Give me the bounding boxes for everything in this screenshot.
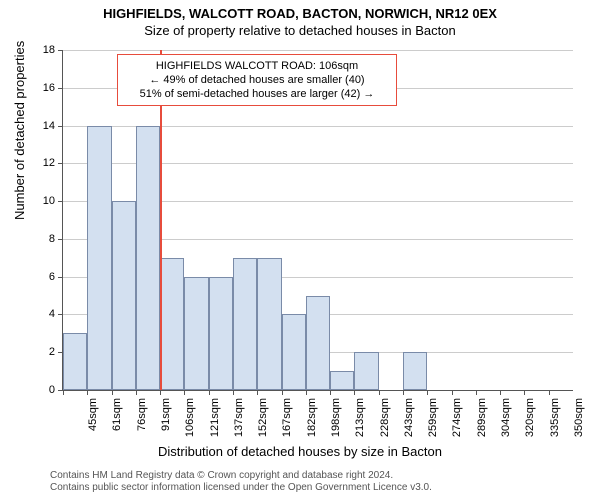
y-tick-mark (58, 239, 63, 240)
grid-line (63, 50, 573, 51)
x-tick-label: 304sqm (500, 398, 512, 446)
y-tick-label: 16 (37, 83, 55, 94)
y-tick-mark (58, 88, 63, 89)
y-axis-label: Number of detached properties (12, 41, 27, 220)
histogram-bar (160, 258, 184, 390)
x-tick-mark (282, 390, 283, 395)
x-tick-mark (476, 390, 477, 395)
x-tick-label: 152sqm (257, 398, 269, 446)
x-axis-label: Distribution of detached houses by size … (30, 444, 570, 459)
y-tick-mark (58, 50, 63, 51)
x-tick-mark (233, 390, 234, 395)
x-tick-label: 198sqm (330, 398, 342, 446)
histogram-bar (354, 352, 378, 390)
x-tick-mark (87, 390, 88, 395)
histogram-bar (184, 277, 208, 390)
footer-line-2: Contains public sector information licen… (50, 482, 432, 494)
footer-text: Contains HM Land Registry data © Crown c… (50, 470, 432, 494)
x-tick-mark (452, 390, 453, 395)
y-tick-mark (58, 201, 63, 202)
x-tick-label: 228sqm (379, 398, 391, 446)
histogram-bar (136, 126, 160, 390)
x-tick-label: 121sqm (209, 398, 221, 446)
histogram-bar (330, 371, 354, 390)
chart-title-sub: Size of property relative to detached ho… (0, 21, 600, 38)
x-tick-mark (427, 390, 428, 395)
annotation-box: HIGHFIELDS WALCOTT ROAD: 106sqm ← 49% of… (117, 54, 397, 106)
x-tick-label: 213sqm (354, 398, 366, 446)
y-tick-mark (58, 163, 63, 164)
x-tick-mark (549, 390, 550, 395)
histogram-bar (87, 126, 111, 390)
y-tick-label: 4 (37, 309, 55, 320)
histogram-bar (63, 333, 87, 390)
x-tick-mark (354, 390, 355, 395)
x-tick-label: 91sqm (160, 398, 172, 446)
y-tick-label: 2 (37, 347, 55, 358)
y-tick-label: 14 (37, 121, 55, 132)
footer-line-1: Contains HM Land Registry data © Crown c… (50, 470, 432, 482)
x-tick-mark (330, 390, 331, 395)
annotation-line-2: ← 49% of detached houses are smaller (40… (124, 73, 390, 87)
x-tick-mark (524, 390, 525, 395)
x-tick-label: 167sqm (281, 398, 293, 446)
x-tick-mark (500, 390, 501, 395)
x-tick-mark (403, 390, 404, 395)
x-tick-label: 289sqm (476, 398, 488, 446)
x-tick-label: 76sqm (136, 398, 148, 446)
y-tick-mark (58, 277, 63, 278)
x-tick-label: 106sqm (184, 398, 196, 446)
y-tick-label: 6 (37, 272, 55, 283)
x-tick-label: 45sqm (87, 398, 99, 446)
annotation-line-1: HIGHFIELDS WALCOTT ROAD: 106sqm (124, 59, 390, 73)
x-tick-label: 243sqm (403, 398, 415, 446)
histogram-bar (233, 258, 257, 390)
x-tick-mark (63, 390, 64, 395)
y-tick-label: 10 (37, 196, 55, 207)
chart-plot-area: 02468101214161845sqm61sqm76sqm91sqm106sq… (62, 50, 573, 391)
x-tick-label: 335sqm (549, 398, 561, 446)
histogram-bar (209, 277, 233, 390)
x-tick-mark (136, 390, 137, 395)
x-tick-mark (379, 390, 380, 395)
x-tick-mark (306, 390, 307, 395)
chart-title-main: HIGHFIELDS, WALCOTT ROAD, BACTON, NORWIC… (0, 0, 600, 21)
x-tick-mark (184, 390, 185, 395)
x-tick-mark (160, 390, 161, 395)
histogram-bar (403, 352, 427, 390)
histogram-bar (306, 296, 330, 390)
x-tick-label: 259sqm (427, 398, 439, 446)
y-tick-label: 0 (37, 385, 55, 396)
y-tick-label: 8 (37, 234, 55, 245)
x-tick-mark (112, 390, 113, 395)
x-tick-label: 274sqm (451, 398, 463, 446)
x-tick-mark (209, 390, 210, 395)
histogram-bar (257, 258, 281, 390)
y-tick-label: 18 (37, 45, 55, 56)
y-tick-label: 12 (37, 158, 55, 169)
x-tick-label: 137sqm (233, 398, 245, 446)
x-tick-label: 182sqm (306, 398, 318, 446)
histogram-bar (282, 314, 306, 390)
x-tick-label: 350sqm (573, 398, 585, 446)
histogram-bar (112, 201, 136, 390)
x-tick-mark (257, 390, 258, 395)
y-tick-mark (58, 314, 63, 315)
y-tick-mark (58, 126, 63, 127)
annotation-line-3: 51% of semi-detached houses are larger (… (124, 87, 390, 101)
x-tick-label: 320sqm (524, 398, 536, 446)
x-tick-label: 61sqm (111, 398, 123, 446)
